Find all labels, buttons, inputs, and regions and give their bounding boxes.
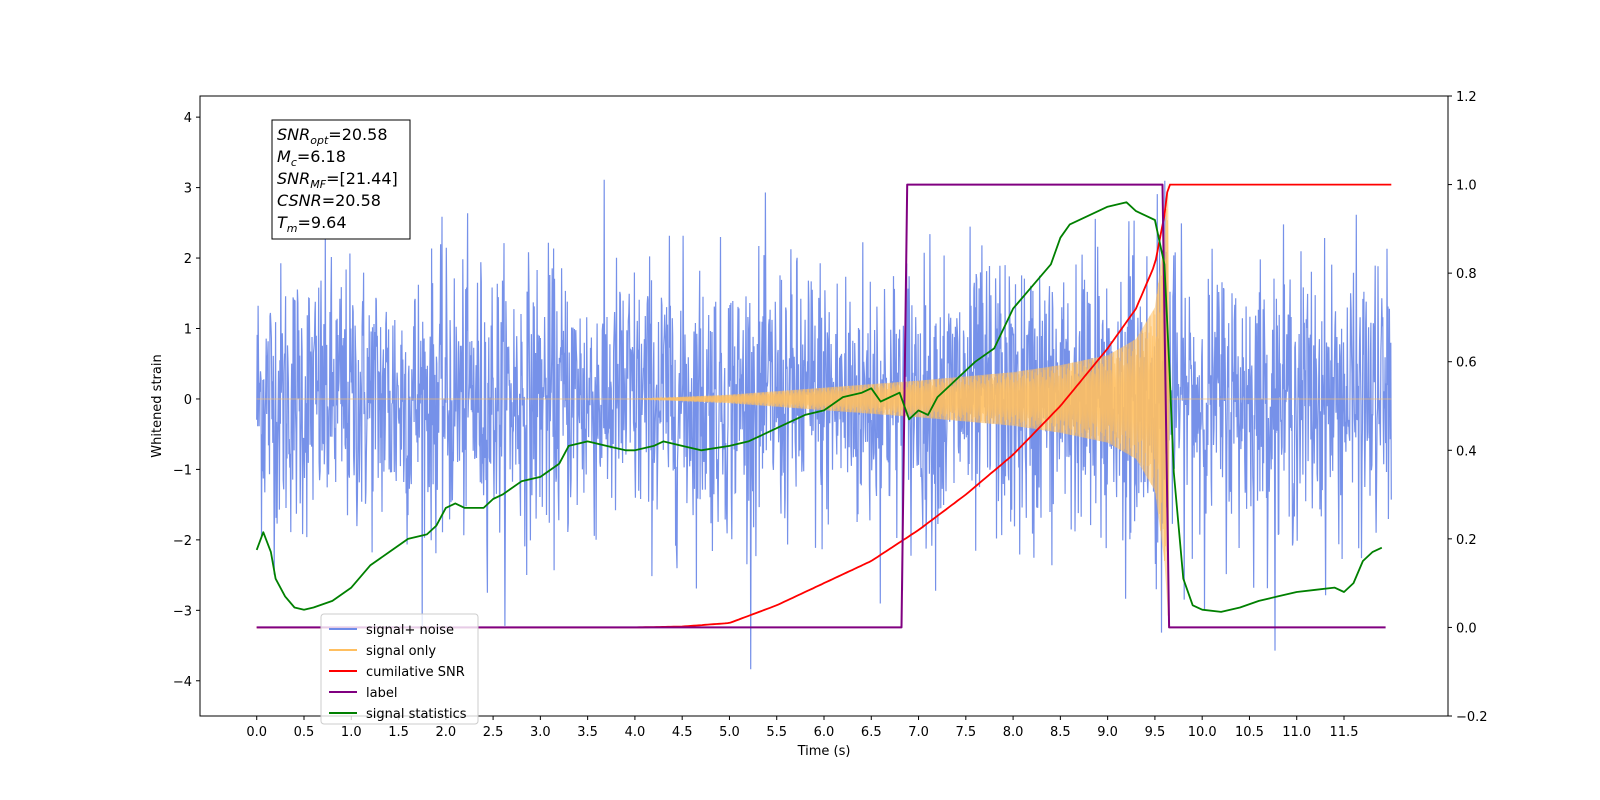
y-tick-label: −3 (173, 604, 192, 619)
legend-label: label (366, 686, 397, 701)
x-tick-label: 7.5 (955, 725, 976, 740)
x-tick-label: 5.5 (766, 725, 787, 740)
x-tick-label: 10.5 (1235, 725, 1264, 740)
x-tick-label: 2.0 (435, 725, 456, 740)
x-axis-label: Time (s) (797, 744, 851, 759)
annotation-box: SNRopt=20.58Mc=6.18SNRMF=[21.44]CSNR=20.… (271, 119, 411, 240)
y-tick-label: 4 (184, 111, 192, 126)
y-right-tick-label: 0.4 (1456, 444, 1477, 459)
annotation-line: CSNR=20.58 (277, 191, 381, 210)
y-right-tick-label: 1.0 (1456, 179, 1477, 194)
x-tick-label: 0.5 (294, 725, 315, 740)
x-tick-label: 7.0 (908, 725, 929, 740)
y-tick-label: 2 (184, 252, 192, 267)
y-right-tick-label: 0.8 (1456, 267, 1477, 282)
y-axis-label: Whitened strain (150, 354, 165, 457)
x-tick-label: 5.0 (719, 725, 740, 740)
annotation-frame (271, 119, 411, 240)
series-label (256, 183, 1386, 629)
y-tick-label: −1 (173, 463, 192, 478)
x-tick-label: 6.5 (861, 725, 882, 740)
y-right-tick-label: 0.2 (1456, 533, 1477, 548)
x-tick-label: 8.5 (1050, 725, 1071, 740)
x-tick-label: 1.5 (388, 725, 409, 740)
y-tick-label: −4 (173, 675, 192, 690)
x-tick-label: 3.0 (530, 725, 551, 740)
x-tick-label: 11.5 (1330, 725, 1359, 740)
x-tick-label: 11.0 (1282, 725, 1311, 740)
y-right-tick-label: −0.2 (1456, 710, 1488, 725)
x-tick-label: 8.0 (1003, 725, 1024, 740)
series-signal-statistics (255, 201, 1383, 613)
series-signal-noise (256, 179, 1392, 670)
plot-area (255, 179, 1392, 670)
x-tick-label: 1.0 (341, 725, 362, 740)
x-tick-label: 10.0 (1188, 725, 1217, 740)
series-signal-only (256, 208, 1392, 616)
x-tick-label: 9.5 (1145, 725, 1166, 740)
y-right-tick-label: 1.2 (1456, 90, 1477, 105)
annotation-line: SNRopt=20.58 (277, 125, 388, 147)
x-axis: 0.0 0.5 1.0 1.5 2.0 2.5 3.0 3.5 4.0 4.5 5.0 5.5 6.0 6… (246, 716, 1358, 740)
annotation-line: SNRMF=[21.44] (277, 169, 398, 191)
legend-frame (320, 613, 479, 725)
legend-label: signal statistics (366, 707, 467, 722)
y-axis-left: 4 3 2 1 0 −1 −2 −3 −4 (173, 111, 200, 690)
x-tick-label: 4.0 (625, 725, 646, 740)
x-tick-label: 2.5 (483, 725, 504, 740)
x-tick-label: 4.5 (672, 725, 693, 740)
y-right-tick-label: 0.0 (1456, 621, 1477, 636)
y-tick-label: 1 (184, 323, 192, 338)
legend-label: signal+ noise (366, 623, 454, 638)
y-tick-label: −2 (173, 534, 192, 549)
legend-label: signal only (366, 644, 436, 659)
y-right-tick-label: 0.6 (1456, 356, 1477, 371)
legend-label: cumilative SNR (366, 665, 465, 680)
annotation-line: Mc=6.18 (277, 147, 346, 169)
y-tick-label: 3 (184, 182, 192, 197)
y-axis-right: 1.2 1.0 0.8 0.6 0.4 0.2 0.0 −0.2 (1448, 90, 1488, 725)
legend: signal+ noise signal only cumilative SNR la… (320, 613, 479, 725)
x-tick-label: 6.0 (814, 725, 835, 740)
annotation-line: Tm=9.64 (277, 213, 347, 235)
y-tick-label: 0 (184, 393, 192, 408)
x-tick-label: 0.0 (246, 725, 267, 740)
x-tick-label: 9.0 (1097, 725, 1118, 740)
x-tick-label: 3.5 (577, 725, 598, 740)
